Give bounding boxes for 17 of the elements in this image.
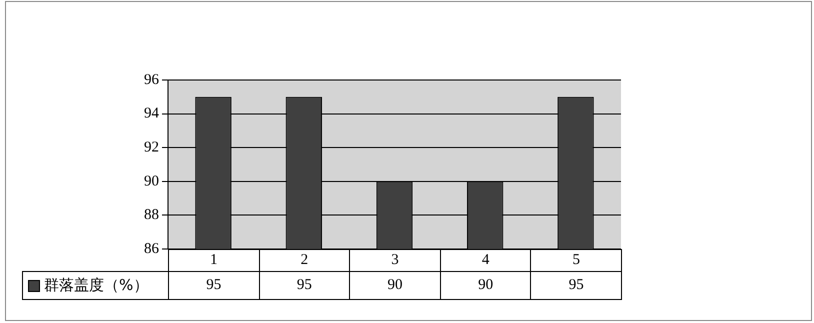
y-tick-label: 94 bbox=[144, 106, 160, 122]
data-label: 95 bbox=[258, 271, 350, 300]
y-tick-label: 92 bbox=[144, 140, 159, 156]
x-tick-label: 5 bbox=[530, 249, 622, 272]
data-label: 95 bbox=[168, 271, 260, 300]
y-tick-label: 86 bbox=[144, 240, 160, 257]
x-tick-label: 2 bbox=[258, 249, 350, 272]
y-tick-label: 96 bbox=[144, 72, 160, 88]
y-tick-label: 90 bbox=[144, 173, 159, 190]
data-label: 90 bbox=[349, 271, 441, 300]
data-label: 90 bbox=[440, 271, 532, 300]
y-tick-label: 88 bbox=[144, 207, 159, 224]
legend-label: 群落盖度（%） bbox=[44, 276, 148, 295]
x-tick-label: 1 bbox=[168, 249, 260, 272]
data-label: 95 bbox=[530, 271, 622, 300]
x-tick-label: 3 bbox=[349, 249, 441, 272]
x-tick-label: 4 bbox=[440, 249, 532, 272]
